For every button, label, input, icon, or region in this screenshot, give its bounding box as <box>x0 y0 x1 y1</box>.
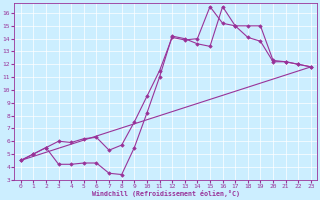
X-axis label: Windchill (Refroidissement éolien,°C): Windchill (Refroidissement éolien,°C) <box>92 190 240 197</box>
